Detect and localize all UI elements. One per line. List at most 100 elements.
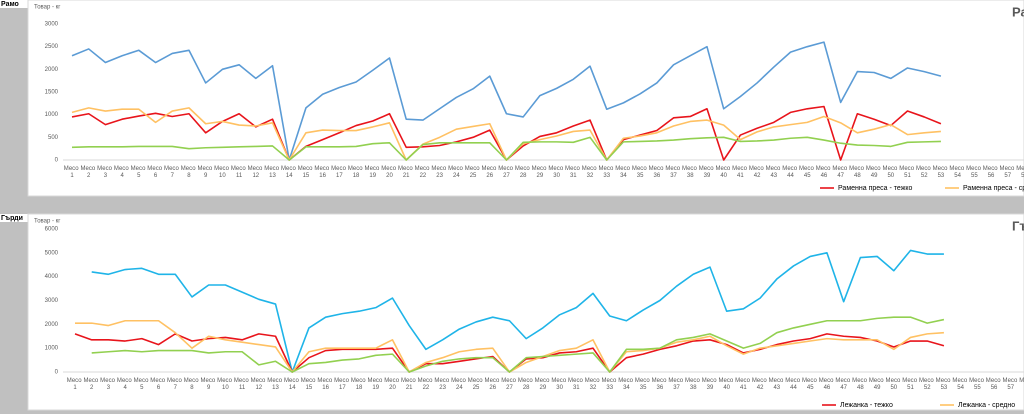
- x-tick-number: 45: [807, 385, 814, 391]
- y-tick-label: 5000: [45, 250, 59, 256]
- y-tick-label: 2000: [45, 67, 59, 73]
- x-tick-number: 14: [289, 385, 296, 391]
- x-tick-number: 38: [690, 385, 697, 391]
- x-tick-word: Месо: [852, 378, 868, 384]
- x-tick-number: 30: [556, 385, 563, 391]
- x-tick-word: Месо: [551, 378, 567, 384]
- x-tick-word: Месо: [615, 166, 631, 172]
- x-tick-word: Месо: [668, 378, 684, 384]
- x-tick-word: Месо: [217, 378, 233, 384]
- x-tick-word: Месо: [816, 166, 832, 172]
- x-tick-label: Месо 26: [482, 166, 498, 179]
- x-tick-word: Месо: [465, 166, 481, 172]
- x-tick-number: 42: [754, 173, 761, 179]
- x-tick-label: Месо 57: [1003, 378, 1019, 391]
- y-tick-label: 0: [55, 370, 59, 376]
- x-tick-label: Месо 40: [715, 166, 731, 179]
- x-tick-word: Месо: [248, 166, 264, 172]
- x-tick-number: 50: [890, 385, 897, 391]
- x-tick-label: Месо 43: [769, 378, 785, 391]
- row-label: Гърди: [1, 215, 23, 222]
- x-tick-label: Месо 35: [632, 166, 648, 179]
- x-tick-number: 35: [640, 385, 647, 391]
- x-tick-number: 23: [436, 173, 443, 179]
- x-tick-number: 29: [540, 385, 547, 391]
- x-tick-word: Месо: [351, 378, 367, 384]
- x-tick-number: 2: [87, 173, 91, 179]
- x-tick-label: Месо 44: [782, 166, 798, 179]
- x-tick-word: Месо: [986, 378, 1002, 384]
- x-tick-word: Месо: [601, 378, 617, 384]
- series-line: [91, 249, 944, 373]
- x-tick-number: 1: [73, 385, 77, 391]
- x-tick-word: Месо: [518, 378, 534, 384]
- y-tick-label: 2500: [45, 44, 59, 50]
- x-tick-label: Месо 15: [298, 166, 314, 179]
- x-tick-number: 55: [974, 385, 981, 391]
- x-tick-word: Месо: [482, 166, 498, 172]
- x-tick-number: 37: [670, 173, 677, 179]
- x-tick-label: Месо 10: [214, 166, 230, 179]
- x-tick-number: 27: [503, 173, 510, 179]
- x-tick-number: 32: [587, 173, 594, 179]
- x-tick-word: Месо: [515, 166, 531, 172]
- x-tick-label: Месо 22: [415, 166, 431, 179]
- y-tick-label: 1000: [45, 346, 59, 352]
- x-tick-label: Месо 49: [869, 378, 885, 391]
- x-tick-number: 47: [840, 385, 847, 391]
- x-tick-word: Месо: [431, 166, 447, 172]
- x-tick-label: Месо 7: [167, 378, 183, 391]
- x-tick-word: Месо: [749, 166, 765, 172]
- x-tick-word: Месо: [598, 166, 614, 172]
- x-tick-word: Месо: [298, 166, 314, 172]
- x-tick-label: Месо 27: [501, 378, 517, 391]
- x-tick-number: 40: [720, 173, 727, 179]
- legend-label: Раменна преса - средно: [963, 185, 1024, 192]
- x-tick-number: 48: [857, 385, 864, 391]
- x-tick-word: Месо: [952, 378, 968, 384]
- x-tick-label: Месо 46: [816, 166, 832, 179]
- x-tick-word: Месо: [284, 378, 300, 384]
- x-tick-number: 7: [171, 173, 175, 179]
- x-tick-word: Месо: [150, 378, 166, 384]
- x-tick-number: 4: [120, 173, 124, 179]
- row-label: Рамо: [1, 1, 19, 8]
- x-tick-label: Месо 44: [785, 378, 801, 391]
- x-tick-label: Месо 35: [635, 378, 651, 391]
- x-tick-label: Месо 21: [401, 378, 417, 391]
- x-tick-label: Месо 41: [735, 378, 751, 391]
- x-tick-word: Месо: [184, 378, 200, 384]
- x-tick-number: 7: [174, 385, 178, 391]
- x-tick-number: 52: [924, 385, 931, 391]
- x-tick-word: Месо: [702, 378, 718, 384]
- x-tick-word: Месо: [632, 166, 648, 172]
- x-tick-label: Месо 9: [200, 378, 216, 391]
- x-tick-word: Месо: [665, 166, 681, 172]
- x-tick-word: Месо: [568, 378, 584, 384]
- x-tick-word: Месо: [699, 166, 715, 172]
- x-tick-number: 36: [657, 385, 664, 391]
- x-tick-label: Месо 47: [832, 166, 848, 179]
- x-tick-number: 41: [737, 173, 744, 179]
- legend-label: Раменна преса - тежко: [838, 185, 913, 192]
- y-tick-label: 500: [48, 135, 59, 141]
- x-tick-word: Месо: [652, 378, 668, 384]
- x-tick-word: Месо: [301, 378, 317, 384]
- x-tick-word: Месо: [835, 378, 851, 384]
- x-tick-label: Месо 29: [532, 166, 548, 179]
- x-tick-word: Месо: [451, 378, 467, 384]
- x-tick-word: Месо: [381, 166, 397, 172]
- x-tick-number: 10: [219, 173, 226, 179]
- x-tick-label: Месо 56: [983, 166, 999, 179]
- x-tick-label: Месо 51: [899, 166, 915, 179]
- x-tick-label: Месо 33: [601, 378, 617, 391]
- x-tick-label: Месо 23: [431, 166, 447, 179]
- x-tick-number: 39: [707, 385, 714, 391]
- x-tick-number: 13: [269, 173, 276, 179]
- x-tick-label: Месо 8: [181, 166, 197, 179]
- x-tick-word: Месо: [398, 166, 414, 172]
- x-tick-label: Месо 48: [852, 378, 868, 391]
- y-tick-label: 0: [55, 158, 59, 164]
- y-tick-label: 1000: [45, 112, 59, 118]
